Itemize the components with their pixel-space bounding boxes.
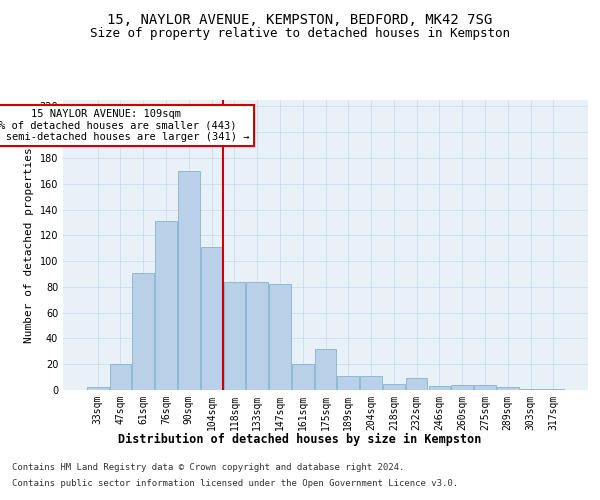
Bar	[497, 388, 518, 390]
Bar	[542, 388, 564, 390]
Text: Distribution of detached houses by size in Kempston: Distribution of detached houses by size …	[118, 432, 482, 446]
Bar	[451, 385, 473, 390]
Text: Contains HM Land Registry data © Crown copyright and database right 2024.: Contains HM Land Registry data © Crown c…	[12, 462, 404, 471]
Bar	[155, 221, 177, 390]
Bar	[178, 171, 200, 390]
Bar	[87, 388, 109, 390]
Bar	[110, 364, 131, 390]
Bar	[337, 376, 359, 390]
Bar	[360, 376, 382, 390]
Bar	[428, 386, 450, 390]
Bar	[269, 284, 291, 390]
Bar	[133, 272, 154, 390]
Text: Contains public sector information licensed under the Open Government Licence v3: Contains public sector information licen…	[12, 479, 458, 488]
Text: Size of property relative to detached houses in Kempston: Size of property relative to detached ho…	[90, 28, 510, 40]
Bar	[224, 282, 245, 390]
Bar	[247, 282, 268, 390]
Bar	[474, 385, 496, 390]
Bar	[383, 384, 404, 390]
Bar	[292, 364, 314, 390]
Bar	[201, 247, 223, 390]
Y-axis label: Number of detached properties: Number of detached properties	[24, 147, 34, 343]
Text: 15, NAYLOR AVENUE, KEMPSTON, BEDFORD, MK42 7SG: 15, NAYLOR AVENUE, KEMPSTON, BEDFORD, MK…	[107, 12, 493, 26]
Bar	[314, 349, 337, 390]
Bar	[520, 388, 541, 390]
Text: 15 NAYLOR AVENUE: 109sqm
← 56% of detached houses are smaller (443)
43% of semi-: 15 NAYLOR AVENUE: 109sqm ← 56% of detach…	[0, 109, 250, 142]
Bar	[406, 378, 427, 390]
